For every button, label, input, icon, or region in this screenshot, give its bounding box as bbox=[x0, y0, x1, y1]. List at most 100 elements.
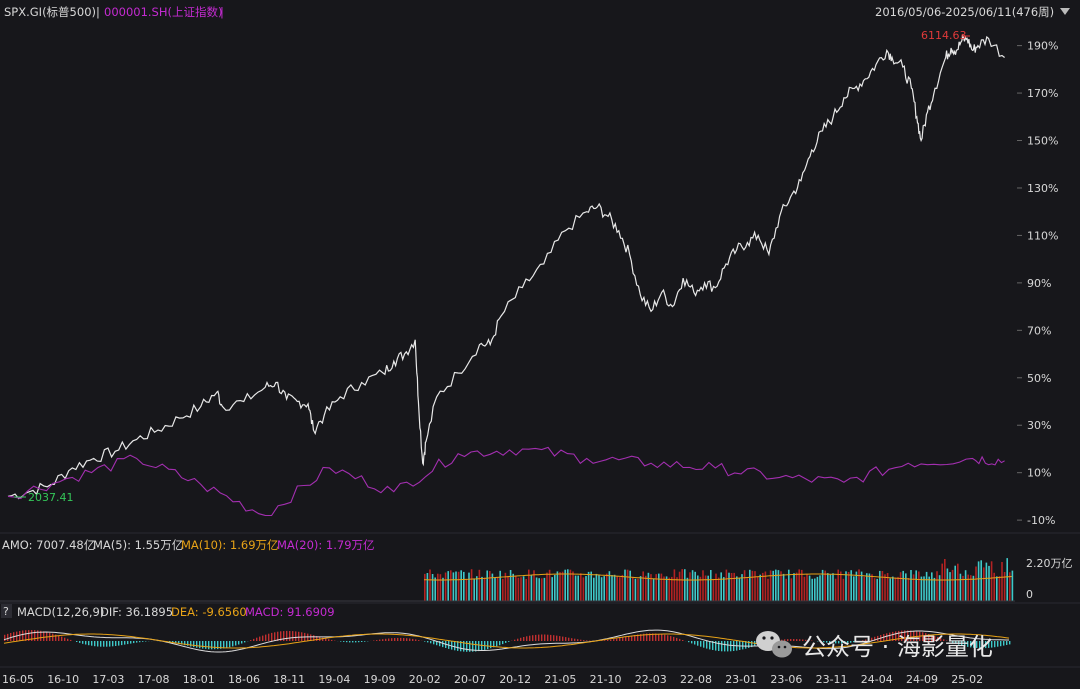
amo-bar bbox=[652, 578, 655, 601]
amo-bars bbox=[424, 558, 1014, 601]
macd-bar bbox=[523, 637, 525, 641]
macd-bar bbox=[661, 634, 663, 641]
date-range[interactable]: 2016/05/06-2025/06/11(476周) bbox=[875, 5, 1054, 19]
macd-bar bbox=[703, 641, 705, 648]
macd-bar bbox=[34, 630, 36, 641]
macd-bar bbox=[277, 631, 279, 641]
macd-bar bbox=[412, 638, 414, 641]
macd-bar bbox=[844, 641, 846, 644]
amo-bar bbox=[655, 574, 657, 601]
macd-bar bbox=[985, 641, 987, 649]
amo-bar bbox=[985, 562, 988, 601]
macd-bar bbox=[976, 641, 978, 648]
macd-bar bbox=[244, 641, 246, 643]
amo-bar bbox=[959, 573, 962, 601]
amo-bar bbox=[741, 574, 743, 601]
macd-bar bbox=[682, 640, 684, 641]
macd-bar bbox=[415, 639, 417, 641]
macd-bar bbox=[133, 641, 135, 644]
macd-bar bbox=[118, 641, 120, 646]
macd-bar bbox=[643, 633, 645, 641]
macd-bar bbox=[895, 631, 897, 641]
macd-bar bbox=[631, 635, 633, 641]
chevron-down-icon[interactable] bbox=[1060, 8, 1070, 15]
amo-bar bbox=[502, 579, 504, 601]
amo-bar bbox=[439, 574, 442, 601]
help-icon[interactable]: ? bbox=[1, 604, 12, 618]
macd-bar bbox=[313, 635, 315, 641]
macd-bar bbox=[904, 630, 906, 641]
amo-bar bbox=[858, 569, 860, 601]
amo-bar bbox=[933, 577, 936, 601]
macd-bar bbox=[184, 641, 186, 646]
amo-bar bbox=[528, 569, 530, 601]
macd-bar bbox=[649, 633, 651, 641]
macd-bar bbox=[496, 641, 498, 647]
macd-bar bbox=[652, 633, 654, 641]
separator-2: | bbox=[220, 5, 224, 19]
y-tick-label: 70% bbox=[1027, 324, 1051, 337]
macd-bar bbox=[214, 641, 216, 650]
amo-bar bbox=[613, 574, 616, 601]
macd-bar bbox=[664, 634, 666, 641]
amo-bar bbox=[426, 573, 429, 601]
macd-bar bbox=[112, 641, 114, 647]
amo-bar bbox=[554, 574, 556, 601]
amo-bar bbox=[824, 570, 826, 601]
amo-bar bbox=[494, 578, 496, 601]
macd-bar bbox=[952, 641, 954, 643]
macd-bar bbox=[541, 634, 543, 641]
amo-bar bbox=[816, 576, 819, 601]
y-tick-label: 130% bbox=[1027, 182, 1058, 195]
amo-bar bbox=[762, 572, 764, 601]
amo-bar bbox=[972, 575, 975, 601]
y-tick-label: 50% bbox=[1027, 372, 1051, 385]
amo-bar bbox=[684, 569, 686, 601]
macd-bar bbox=[544, 634, 546, 641]
amo-bar bbox=[460, 570, 462, 601]
amo-bar bbox=[738, 577, 741, 601]
amo-bar bbox=[673, 569, 676, 601]
macd-bar bbox=[829, 641, 831, 643]
amo-bar bbox=[556, 571, 559, 601]
macd-bar bbox=[298, 631, 300, 641]
macd-bar bbox=[571, 638, 573, 641]
amo-bar bbox=[629, 570, 631, 601]
amo-bar bbox=[650, 574, 652, 601]
amo-bar bbox=[681, 569, 683, 601]
macd-bar bbox=[826, 641, 828, 643]
amo-bar bbox=[834, 578, 837, 601]
macd-bar bbox=[979, 641, 981, 649]
amo-bar bbox=[582, 577, 585, 601]
macd-panel: ? MACD(12,26,9) DIF: 36.1895 DEA: -9.656… bbox=[1, 604, 1011, 653]
amo-bar bbox=[840, 571, 842, 601]
x-axis: 16-05 16-10 17-03 17-08 18-01 18-06 18-11 19-04… bbox=[2, 673, 983, 686]
amo-bar bbox=[507, 575, 509, 601]
amo-bar bbox=[863, 576, 865, 601]
x-tick-label: 20-07 bbox=[454, 673, 486, 686]
macd-bar bbox=[568, 637, 570, 641]
amo-bar bbox=[1006, 558, 1008, 601]
amo-bar bbox=[715, 573, 717, 601]
macd-bar bbox=[532, 635, 534, 641]
amo-bar bbox=[660, 573, 663, 601]
macd-bar bbox=[202, 641, 204, 649]
amo-bar bbox=[788, 569, 790, 601]
amo-bar bbox=[902, 570, 904, 601]
amo-bar bbox=[634, 578, 637, 601]
macd-bar bbox=[94, 641, 96, 647]
macd-bar bbox=[625, 636, 627, 641]
amo-bar bbox=[697, 575, 699, 601]
x-tick-label: 23-01 bbox=[725, 673, 757, 686]
x-tick-label: 21-10 bbox=[590, 673, 622, 686]
macd-bar bbox=[142, 641, 144, 642]
amo-bar bbox=[847, 572, 850, 601]
macd-bar bbox=[667, 635, 669, 641]
series-line-spx bbox=[7, 33, 1005, 500]
y-tick-label: 10% bbox=[1027, 467, 1051, 480]
macd-bar bbox=[565, 637, 567, 641]
x-tick-label: 16-05 bbox=[2, 673, 34, 686]
amo-bar bbox=[522, 576, 525, 601]
amo-bar bbox=[450, 570, 452, 601]
macd-bar bbox=[457, 641, 459, 651]
